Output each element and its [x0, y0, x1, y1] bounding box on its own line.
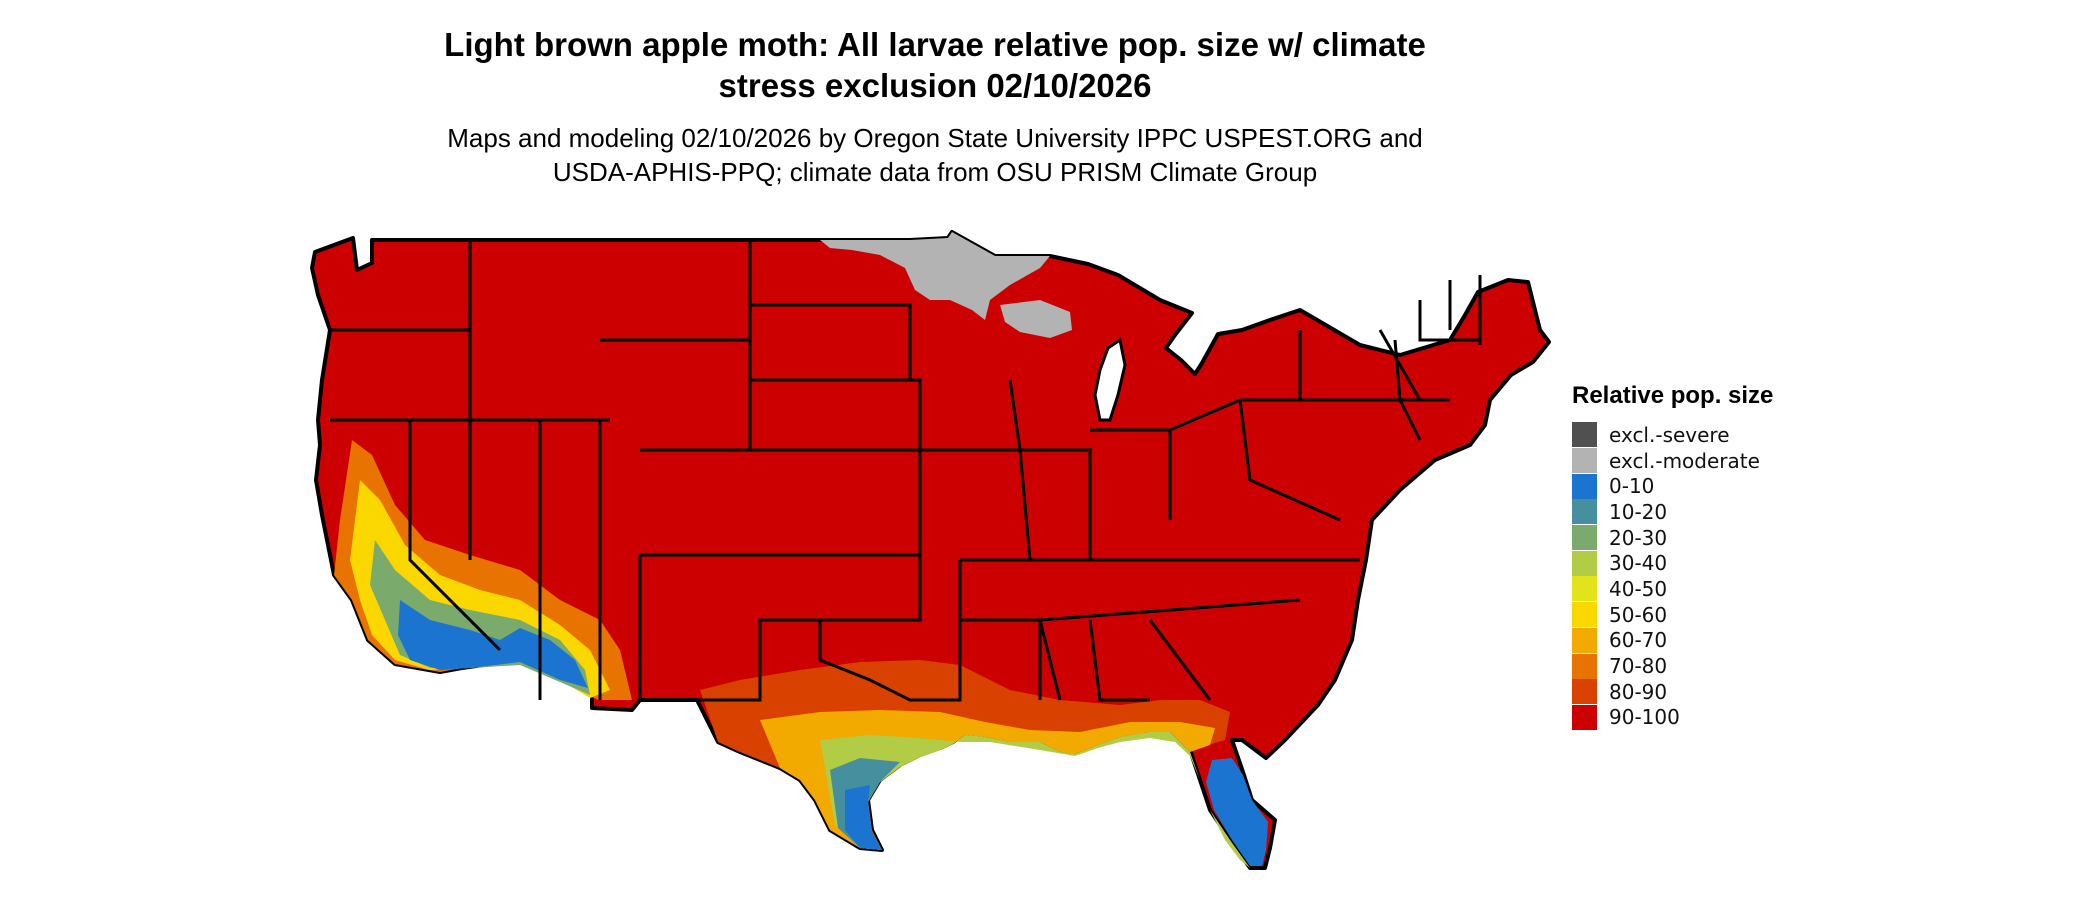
legend-swatch — [1572, 679, 1597, 705]
state-borders — [330, 240, 1482, 702]
legend-item: excl.-severe — [1572, 422, 1892, 448]
legend-item: 60-70 — [1572, 627, 1892, 654]
map-subtitle: Maps and modeling 02/10/2026 by Oregon S… — [370, 121, 1500, 189]
legend-swatch — [1572, 473, 1597, 499]
legend-swatch — [1572, 704, 1597, 730]
legend-label: excl.-moderate — [1609, 448, 1760, 473]
legend-item: 80-90 — [1572, 679, 1892, 705]
legend-label: 30-40 — [1609, 551, 1668, 576]
legend-label: 40-50 — [1609, 576, 1668, 601]
legend-label: 90-100 — [1609, 705, 1680, 730]
legend: Relative pop. size excl.-severe excl.-mo… — [1572, 380, 1892, 730]
legend-item: 90-100 — [1572, 704, 1892, 731]
map-subtitle-line1: Maps and modeling 02/10/2026 by Oregon S… — [447, 123, 1423, 153]
zone-excl-moderate-wi — [1000, 300, 1072, 338]
legend-label: 10-20 — [1609, 499, 1668, 524]
legend-label: 0-10 — [1609, 474, 1655, 499]
legend-item: 30-40 — [1572, 550, 1892, 576]
map-title-line2: stress exclusion 02/10/2026 — [718, 67, 1152, 104]
legend-label: 80-90 — [1609, 679, 1668, 704]
legend-label: 20-30 — [1609, 525, 1668, 550]
legend-swatch — [1572, 627, 1597, 653]
legend-label: 60-70 — [1609, 628, 1668, 653]
legend-swatch — [1572, 499, 1597, 525]
legend-item: 70-80 — [1572, 653, 1892, 679]
legend-label: excl.-severe — [1609, 422, 1730, 447]
legend-item: 50-60 — [1572, 602, 1892, 628]
legend-swatch — [1572, 448, 1597, 474]
legend-items: excl.-severe excl.-moderate 0-10 10-20 2… — [1572, 422, 1892, 730]
lake-michigan — [1093, 337, 1127, 422]
legend-swatch — [1572, 525, 1597, 551]
legend-item: 0-10 — [1572, 473, 1892, 499]
legend-item: 10-20 — [1572, 499, 1892, 525]
zone-texas-0-10 — [845, 785, 882, 850]
legend-swatch — [1572, 550, 1597, 576]
legend-item: excl.-moderate — [1572, 448, 1892, 474]
us-landmass — [310, 230, 1551, 870]
zone-excl-moderate — [820, 232, 1050, 320]
zone-florida-0-10 — [1206, 758, 1268, 866]
legend-swatch — [1572, 602, 1597, 628]
legend-swatch — [1572, 422, 1597, 448]
map-subtitle-line2: USDA-APHIS-PPQ; climate data from OSU PR… — [552, 157, 1318, 187]
legend-label: 70-80 — [1609, 654, 1668, 679]
legend-item: 20-30 — [1572, 525, 1892, 551]
legend-title: Relative pop. size — [1572, 382, 1774, 409]
legend-swatch — [1572, 576, 1597, 602]
zone-gulf-30-40 — [820, 732, 1250, 868]
legend-item: 40-50 — [1572, 576, 1892, 602]
map-title-line1: Light brown apple moth: All larvae relat… — [444, 26, 1426, 63]
legend-swatch — [1572, 653, 1597, 679]
legend-label: 50-60 — [1609, 602, 1668, 627]
us-map — [310, 230, 1551, 870]
map-title: Light brown apple moth: All larvae relat… — [370, 24, 1500, 106]
